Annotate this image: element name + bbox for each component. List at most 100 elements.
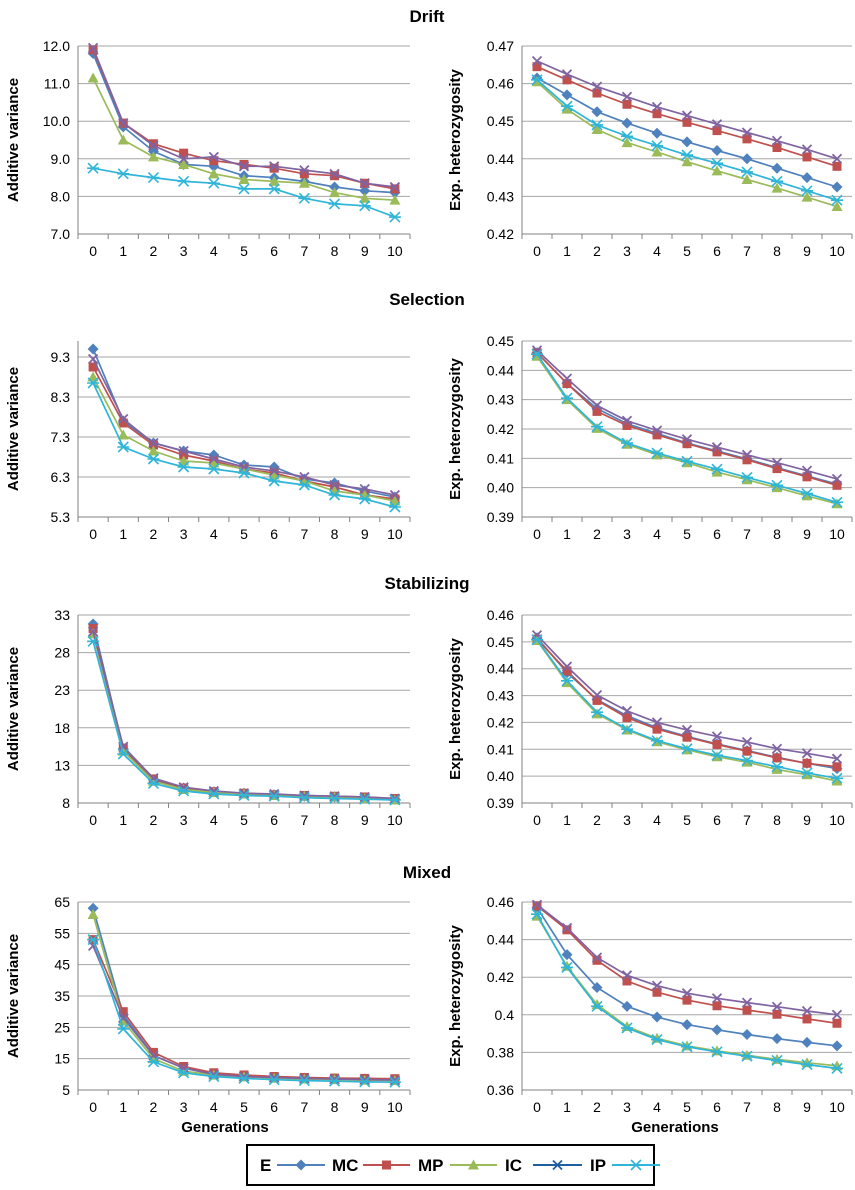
data-point bbox=[359, 178, 370, 189]
legend-label: MC bbox=[332, 1156, 358, 1175]
data-point bbox=[742, 134, 752, 144]
series-line bbox=[92, 908, 395, 1081]
data-point bbox=[388, 501, 401, 513]
data-point bbox=[832, 1018, 842, 1028]
data-point bbox=[592, 88, 602, 98]
x-tick-label: 10 bbox=[829, 526, 845, 542]
series-triangle bbox=[87, 72, 401, 205]
data-point bbox=[801, 490, 813, 501]
data-point bbox=[87, 371, 99, 382]
x-tick-label: 2 bbox=[150, 1099, 158, 1115]
data-point bbox=[299, 471, 310, 483]
data-point bbox=[801, 1036, 813, 1048]
x-tick-label: 5 bbox=[240, 526, 248, 542]
star-marker-icon bbox=[630, 1159, 642, 1171]
data-point bbox=[238, 1072, 250, 1084]
data-point bbox=[358, 793, 371, 805]
data-point bbox=[147, 1056, 160, 1068]
data-point bbox=[771, 1033, 783, 1045]
x-tick-label: 4 bbox=[653, 812, 661, 828]
section-titles: Drift Selection Stabilizing Mixed bbox=[385, 7, 470, 882]
legend-item: MP bbox=[363, 1156, 444, 1175]
data-point bbox=[831, 753, 843, 764]
data-point bbox=[268, 469, 280, 480]
x-tick-label: 1 bbox=[563, 812, 571, 828]
data-point bbox=[562, 75, 572, 85]
series-line bbox=[536, 639, 838, 780]
x-tick-label: 0 bbox=[533, 812, 541, 828]
data-point bbox=[238, 161, 250, 172]
series-line bbox=[92, 366, 396, 500]
data-point bbox=[802, 472, 812, 482]
x-tick-label: 1 bbox=[119, 812, 127, 828]
data-point bbox=[591, 982, 603, 994]
x-tick-label: 2 bbox=[593, 243, 601, 259]
data-point bbox=[622, 420, 632, 430]
legend-item bbox=[612, 1159, 660, 1171]
data-point bbox=[389, 181, 401, 193]
data-point bbox=[711, 1024, 723, 1036]
y-tick-label: 0.46 bbox=[487, 76, 514, 92]
legend-item: E bbox=[260, 1156, 271, 1175]
y-tick-label: 10.0 bbox=[43, 113, 70, 129]
data-point bbox=[561, 949, 573, 961]
y-tick-label: 8 bbox=[62, 795, 70, 811]
legend-label: MP bbox=[418, 1156, 444, 1175]
x-tick-label: 6 bbox=[270, 243, 278, 259]
section-title: Mixed bbox=[403, 863, 451, 882]
data-point bbox=[298, 177, 310, 188]
data-point bbox=[531, 899, 543, 910]
y-tick-label: 0.43 bbox=[487, 688, 514, 704]
series-line bbox=[92, 631, 395, 800]
x-tick-label: 5 bbox=[683, 526, 691, 542]
series-square bbox=[88, 624, 400, 803]
data-point bbox=[801, 1059, 813, 1071]
series-x bbox=[531, 345, 843, 485]
series-star bbox=[87, 377, 401, 513]
data-point bbox=[771, 1001, 783, 1012]
x-tick-label: 9 bbox=[803, 812, 811, 828]
data-point bbox=[591, 1000, 603, 1012]
x-axis-label: Generations bbox=[631, 1119, 719, 1136]
data-point bbox=[621, 723, 633, 735]
data-point bbox=[832, 161, 842, 171]
data-point bbox=[651, 127, 663, 139]
data-point bbox=[268, 175, 280, 186]
y-tick-label: 0.45 bbox=[487, 113, 514, 129]
data-point bbox=[591, 106, 603, 118]
series-x bbox=[87, 42, 401, 193]
x-tick-label: 7 bbox=[743, 243, 751, 259]
x-tick-label: 9 bbox=[803, 1099, 811, 1115]
data-point bbox=[802, 1014, 812, 1024]
y-tick-label: 0.42 bbox=[487, 226, 514, 242]
data-point bbox=[87, 909, 99, 920]
x-tick-label: 2 bbox=[593, 526, 601, 542]
data-point bbox=[117, 441, 130, 453]
series-x bbox=[531, 630, 843, 764]
data-point bbox=[771, 761, 783, 773]
data-point bbox=[711, 119, 723, 130]
y-tick-label: 0.43 bbox=[487, 392, 514, 408]
y-tick-label: 0.46 bbox=[487, 607, 514, 623]
x-tick-label: 3 bbox=[180, 1099, 188, 1115]
data-point bbox=[238, 789, 250, 802]
data-point bbox=[561, 392, 573, 404]
y-tick-label: 11.0 bbox=[44, 76, 70, 92]
series-star bbox=[87, 635, 401, 806]
data-point bbox=[209, 156, 219, 166]
data-point bbox=[741, 127, 753, 138]
data-point bbox=[831, 775, 843, 786]
data-point bbox=[591, 952, 603, 963]
data-point bbox=[147, 172, 160, 184]
x-tick-label: 9 bbox=[803, 243, 811, 259]
x-tick-label: 10 bbox=[829, 812, 845, 828]
y-tick-label: 7.0 bbox=[51, 226, 71, 242]
x-tick-label: 8 bbox=[773, 1099, 781, 1115]
data-point bbox=[238, 467, 250, 479]
data-point bbox=[298, 792, 311, 804]
data-point bbox=[178, 445, 189, 457]
data-point bbox=[771, 1054, 783, 1067]
